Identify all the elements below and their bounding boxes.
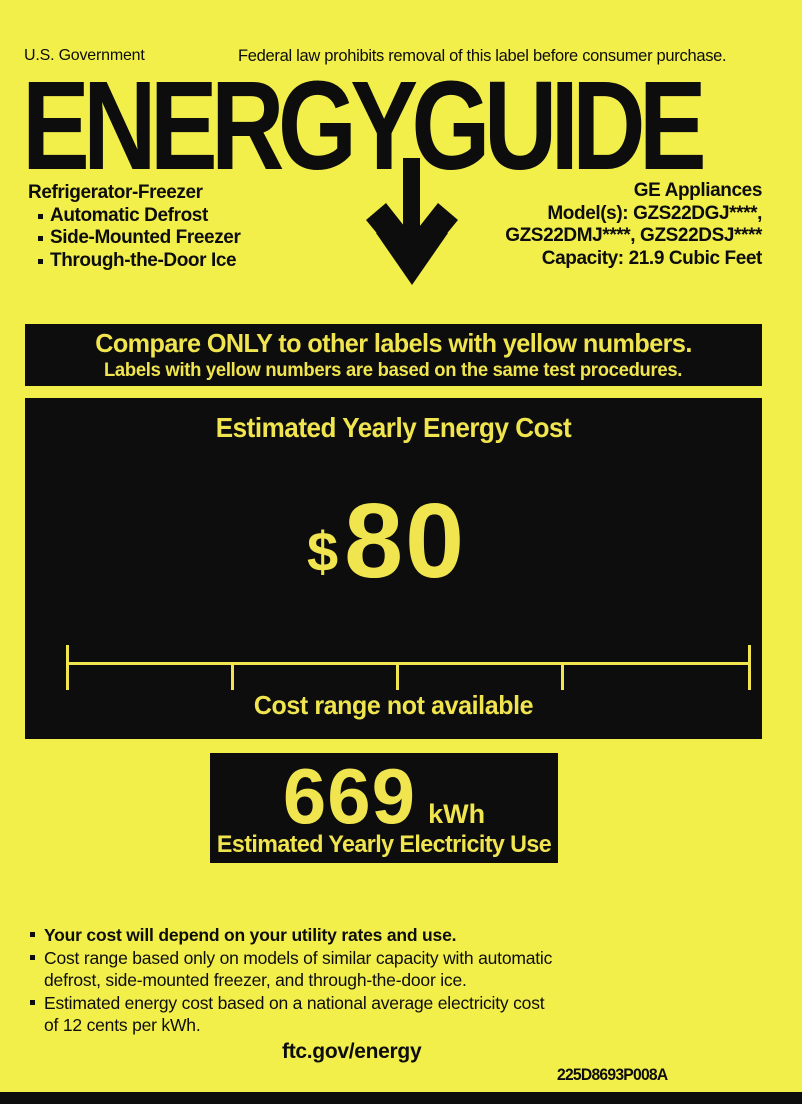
scale-tick [748, 645, 751, 690]
currency-symbol: $ [306, 520, 339, 583]
scale-tick [561, 662, 564, 690]
cost-range-note: Cost range not available [253, 690, 534, 720]
kwh-unit: kWh [428, 799, 486, 829]
compare-banner-line2: Labels with yellow numbers are based on … [104, 360, 683, 381]
footnote-line: Estimated energy cost based on a nationa… [44, 992, 545, 1013]
ftc-website-text: ftc.gov/energy [282, 1040, 422, 1063]
compare-banner: Compare ONLY to other labels with yellow… [25, 324, 762, 386]
footnote-line: of 12 cents per kWh. [44, 1015, 201, 1035]
us-government-text: U.S. Government [24, 47, 145, 64]
footnotes: Your cost will depend on your utility ra… [28, 924, 568, 1037]
federal-notice-text: Federal law prohibits removal of this la… [238, 47, 727, 65]
manufacturer-info: GE Appliances Model(s): GZS22DGJ****, GZ… [505, 180, 762, 270]
cost-range-scale [66, 645, 754, 691]
scale-tick [396, 662, 399, 690]
scale-tick [231, 662, 234, 690]
wordmark-guide: GUIDE [411, 54, 706, 196]
product-feature: Side-Mounted Freezer [28, 227, 241, 250]
product-info: Refrigerator-Freezer Automatic Defrost S… [28, 182, 241, 273]
yearly-energy-cost-box: Estimated Yearly Energy Cost $ 80 Cost r… [25, 398, 762, 739]
down-arrow-icon [366, 158, 458, 285]
footnote-line: defrost, side-mounted freezer, and throu… [44, 970, 467, 990]
estimated-cost-value: $ 80 [25, 488, 748, 594]
usage-caption: Estimated Yearly Electricity Use [216, 831, 552, 858]
model-numbers-line2: GZS22DMJ****, GZS22DSJ**** [505, 225, 762, 246]
product-type: Refrigerator-Freezer [28, 182, 203, 203]
product-feature: Automatic Defrost [28, 205, 240, 228]
cost-amount: 80 [344, 482, 467, 600]
footnote-line: Cost range based only on models of simil… [44, 947, 553, 968]
part-number: 225D8693P008A [557, 1065, 668, 1084]
kwh-value: 669 [282, 752, 417, 840]
cost-box-title: Estimated Yearly Energy Cost [215, 412, 572, 443]
wordmark-energy: ENERGY [22, 54, 418, 196]
bottom-edge-bar [0, 1092, 802, 1104]
scale-axis-line [66, 662, 751, 665]
product-feature: Through-the-Door Ice [28, 250, 240, 273]
compare-banner-line1: Compare ONLY to other labels with yellow… [95, 328, 692, 358]
capacity-text: Capacity: 21.9 Cubic Feet [541, 247, 763, 269]
electricity-use-box: 669 kWh Estimated Yearly Electricity Use [210, 753, 558, 863]
footnote-item: Your cost will depend on your utility ra… [28, 924, 568, 947]
footnote-item: Estimated energy cost based on a nationa… [28, 992, 568, 1037]
footnote-line: Your cost will depend on your utility ra… [44, 925, 457, 945]
manufacturer-name: GE Appliances [633, 180, 763, 201]
model-numbers-line1: Model(s): GZS22DGJ****, [547, 202, 762, 224]
energyguide-wordmark: ENERGYGUIDE [22, 52, 707, 198]
scale-tick [66, 645, 69, 690]
footnote-item: Cost range based only on models of simil… [28, 947, 568, 992]
